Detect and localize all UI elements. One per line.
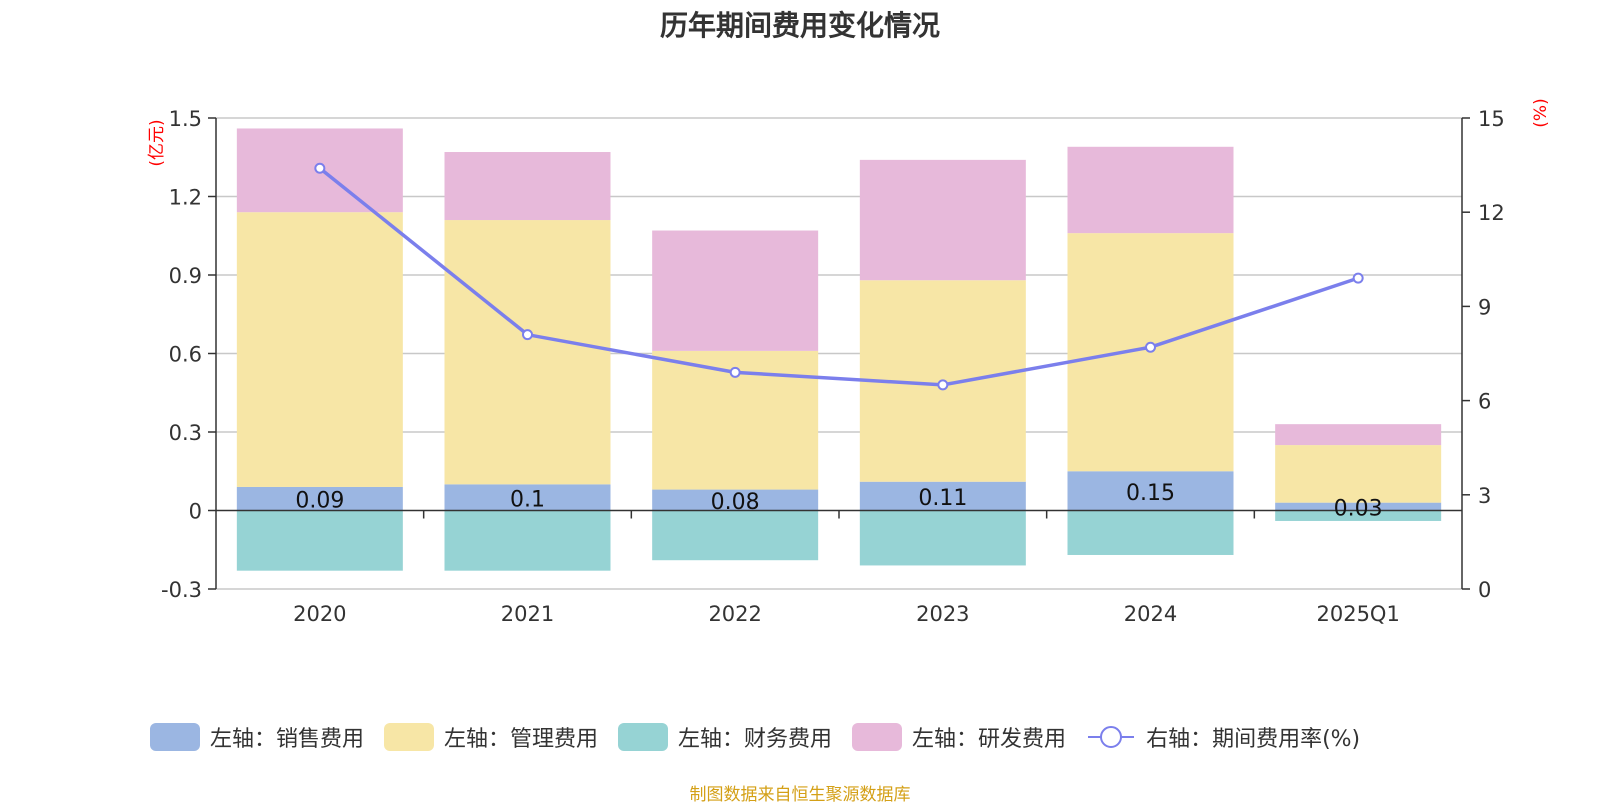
source-note: 制图数据来自恒生聚源数据库: [689, 785, 911, 805]
left-tick-label: 0.9: [169, 264, 202, 288]
rate-line: [318, 166, 1359, 387]
gridlines: [216, 117, 1462, 590]
right-tick-label: 12: [1478, 201, 1505, 225]
x-tick-label: 2022: [708, 602, 761, 626]
left-tick-label: 0.3: [169, 421, 202, 445]
bar-admin-2025Q1: [1275, 445, 1442, 503]
legend-swatch-finance: [618, 723, 669, 751]
data-label-sales: 0.15: [1126, 481, 1175, 506]
legend: 左轴：销售费用 左轴：管理费用 左轴：财务费用 左轴：研发费用 右轴：期间费用率…: [150, 720, 1380, 754]
right-tick-label: 9: [1478, 295, 1491, 319]
data-label-sales: 0.1: [510, 487, 545, 512]
line-layer: [314, 162, 1364, 391]
x-tick-label: 2024: [1124, 602, 1177, 626]
right-tick-label: 6: [1478, 390, 1491, 414]
rate-point-2024: [1145, 341, 1156, 353]
right-tick-label: 15: [1478, 107, 1505, 131]
bar-admin-2021: [444, 220, 611, 485]
rate-point-2025Q1: [1352, 272, 1364, 284]
bar-sales-2020: [236, 486, 403, 511]
legend-line-icon: [1088, 726, 1135, 748]
legend-swatch-rd: [852, 723, 903, 751]
bar-finance-2024: [1067, 510, 1234, 555]
legend-swatch-admin: [384, 723, 435, 751]
left-tick-label: 1.5: [169, 107, 202, 131]
bar-layer: [236, 128, 1442, 571]
right-tick-label: 0: [1478, 578, 1491, 602]
data-label-sales: 0.03: [1334, 497, 1383, 522]
rate-point-2021: [522, 329, 533, 341]
x-tick-label: 2023: [916, 602, 969, 626]
data-label-sales: 0.08: [711, 490, 760, 515]
bar-rd-2022: [652, 230, 819, 351]
data-label-layer: 0.09 0.1 0.08 0.11 0.15 0.03: [295, 481, 1382, 522]
bar-sales-2021: [444, 484, 611, 511]
bar-admin-2020: [236, 212, 403, 487]
bar-sales-2023: [859, 481, 1026, 511]
legend-label-finance: 左轴：财务费用: [678, 727, 833, 752]
legend-item-rate[interactable]: 右轴：期间费用率(%): [1086, 721, 1360, 753]
rate-point-2023: [937, 379, 949, 391]
legend-label-admin: 左轴：管理费用: [444, 727, 599, 752]
legend-label-rd: 左轴：研发费用: [912, 727, 1067, 752]
legend-item-finance[interactable]: 左轴：财务费用: [618, 721, 832, 753]
bar-rd-2023: [859, 159, 1026, 281]
right-tick-label: 3: [1478, 484, 1491, 508]
bar-finance-2023: [859, 510, 1026, 566]
bar-sales-2025Q1: [1275, 502, 1442, 511]
bar-finance-2025Q1: [1275, 510, 1442, 521]
left-tick-label: 0: [189, 500, 202, 524]
chart-title: 历年期间费用变化情况: [659, 9, 940, 42]
left-tick-label: 0.6: [169, 343, 202, 367]
legend-item-sales[interactable]: 左轴：销售费用: [150, 721, 364, 753]
bar-sales-2024: [1067, 471, 1234, 511]
data-label-sales: 0.11: [918, 486, 967, 511]
bar-finance-2022: [652, 510, 819, 561]
left-tick-label: 1.2: [169, 186, 202, 210]
left-axis-unit: (亿元): [147, 119, 167, 166]
bar-finance-2021: [444, 510, 611, 571]
bar-finance-2020: [236, 510, 403, 571]
bar-rd-2021: [444, 152, 611, 221]
legend-label-sales: 左轴：销售费用: [210, 727, 365, 752]
x-tick-label: 2020: [293, 602, 346, 626]
bar-rd-2025Q1: [1275, 424, 1442, 446]
axes-layer: 1.5 1.2 0.9 0.6 0.3 0 -0.3 15 12 9 6 3 0 (亿元) (%) 2020 2…: [147, 98, 1551, 626]
right-axis-unit: (%): [1531, 98, 1551, 127]
rate-point-2020: [314, 162, 326, 174]
bar-sales-2022: [652, 489, 819, 511]
data-label-sales: 0.09: [295, 489, 344, 514]
x-tick-label: 2021: [501, 602, 554, 626]
legend-item-rd[interactable]: 左轴：研发费用: [852, 721, 1066, 753]
legend-label-rate: 右轴：期间费用率(%): [1146, 727, 1361, 752]
x-tick-label: 2025Q1: [1316, 602, 1399, 626]
legend-swatch-sales: [150, 723, 200, 751]
legend-item-admin[interactable]: 左轴：管理费用: [384, 721, 598, 753]
left-tick-label: -0.3: [161, 578, 202, 602]
rate-point-2022: [729, 366, 741, 378]
bar-rd-2024: [1067, 146, 1234, 234]
